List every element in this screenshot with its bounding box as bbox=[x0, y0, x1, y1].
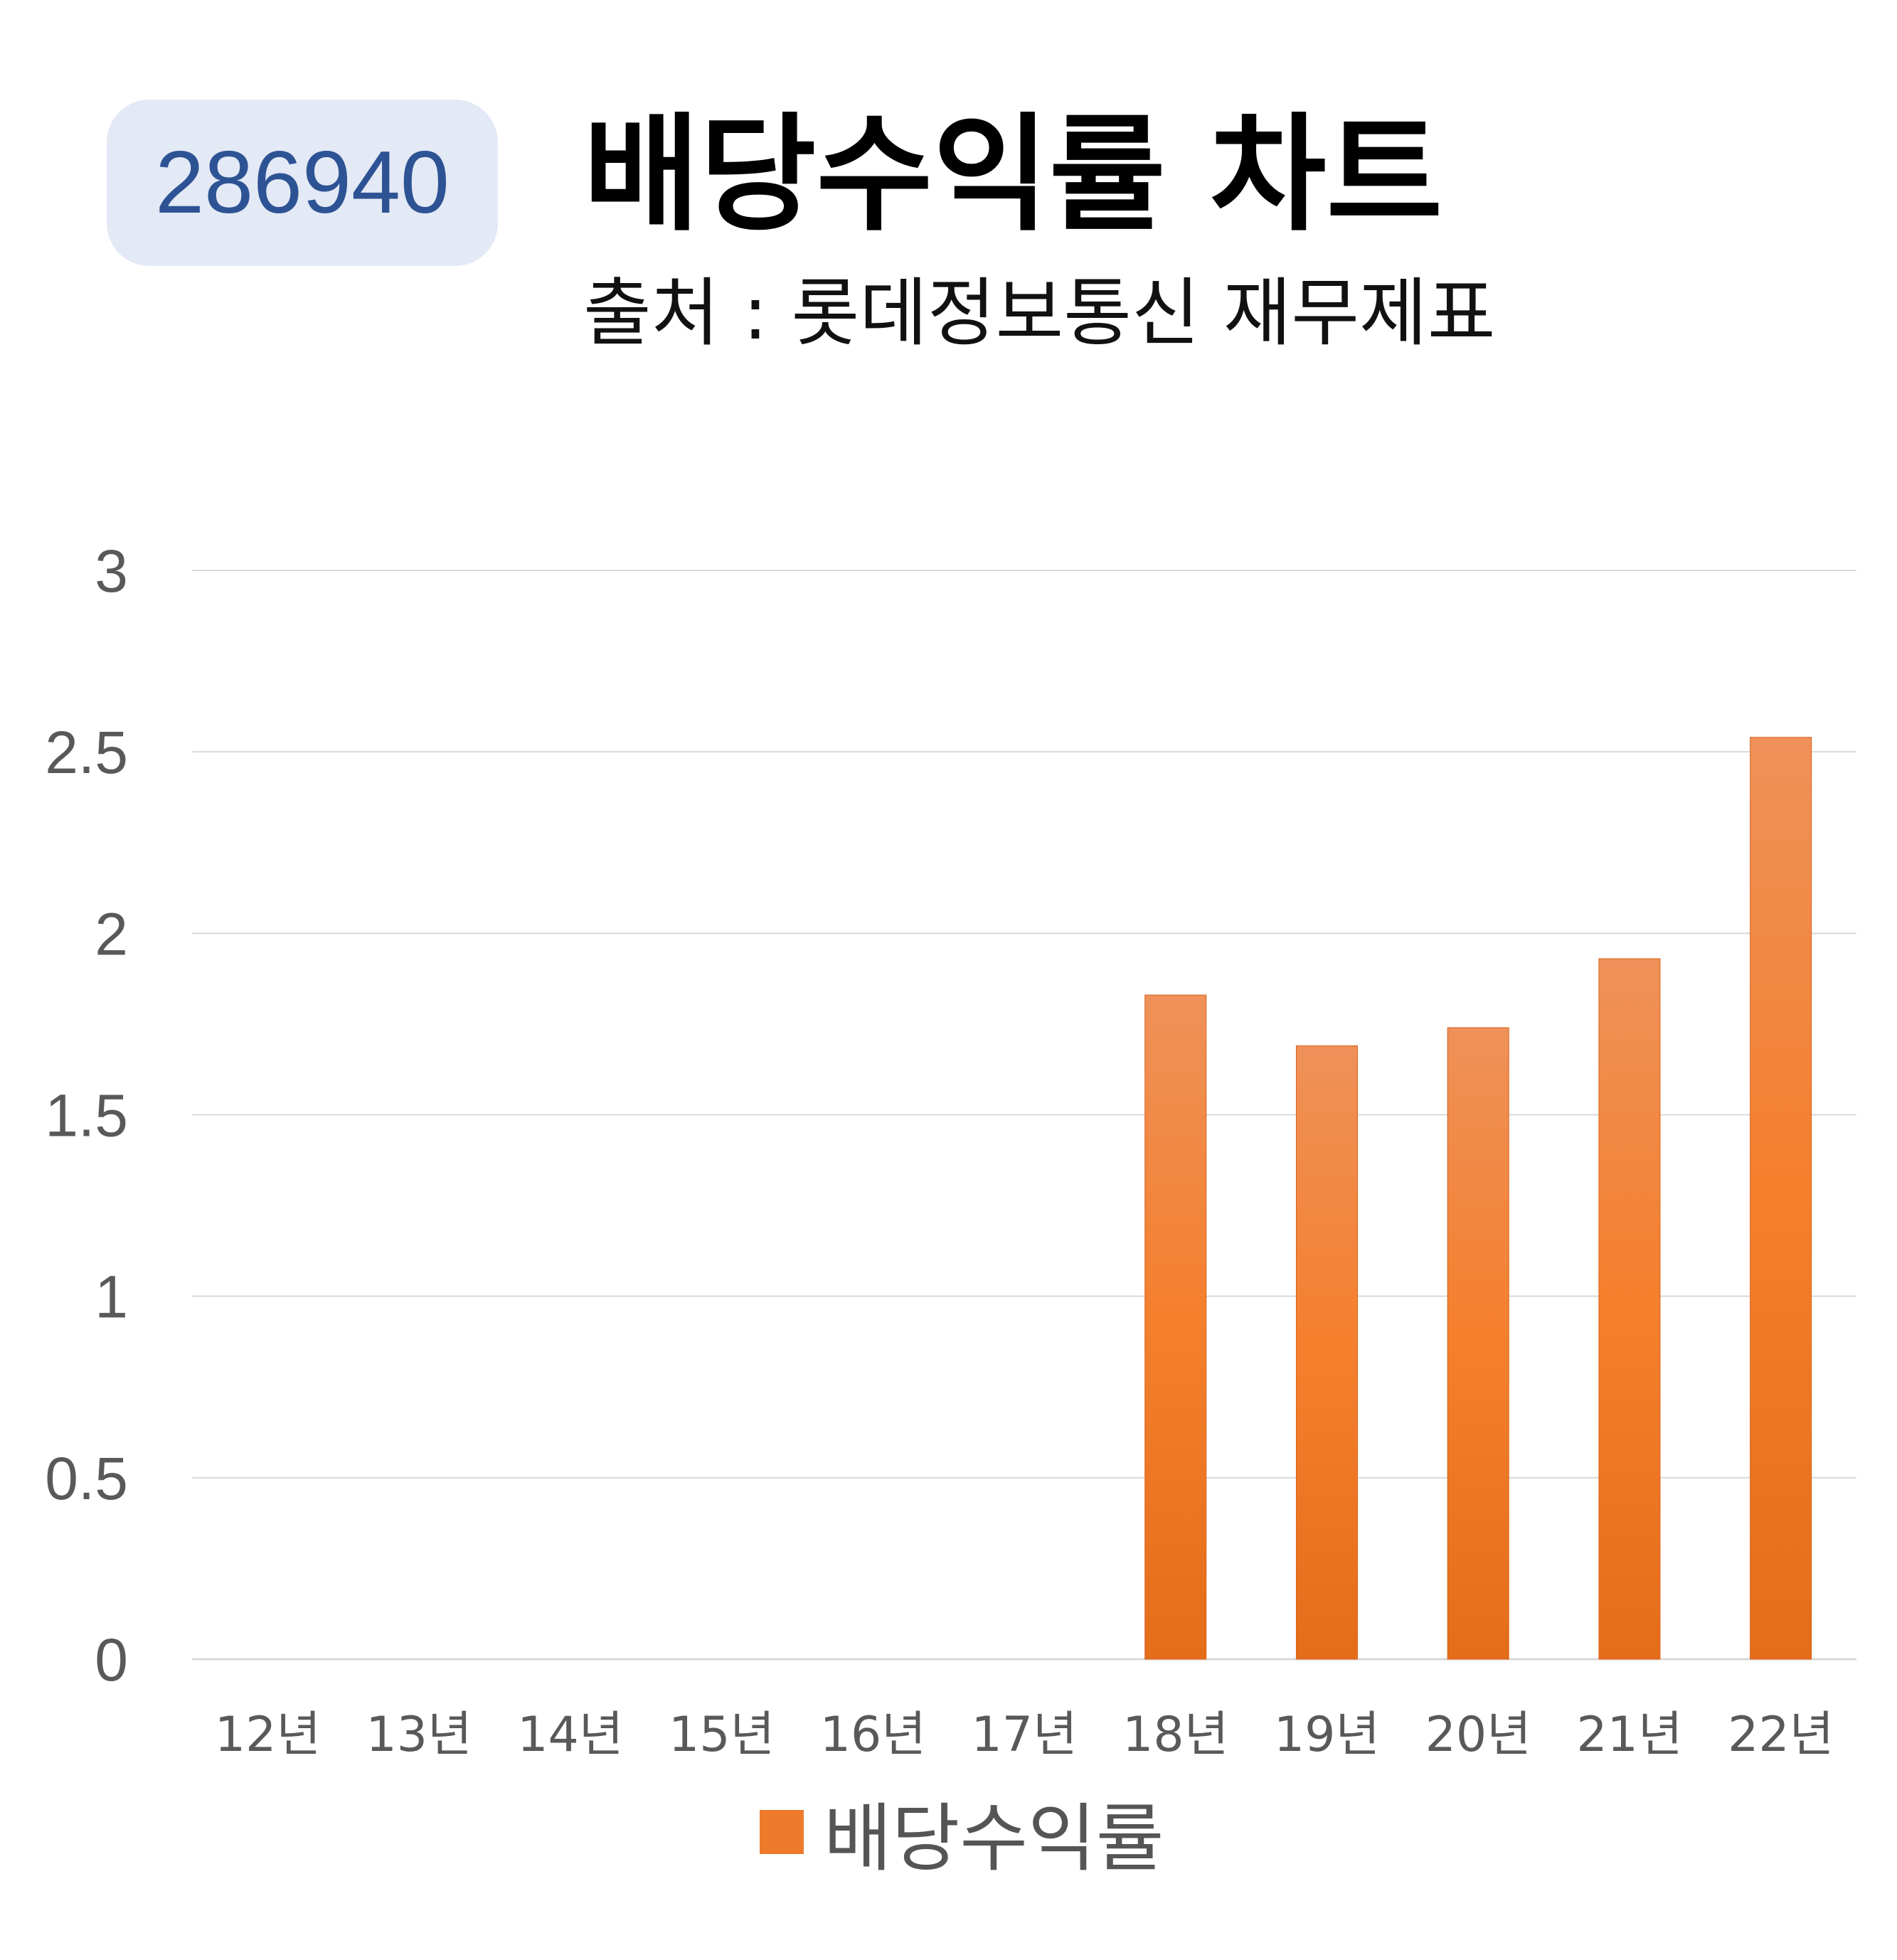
bar bbox=[1447, 1027, 1509, 1660]
bar bbox=[1295, 1045, 1358, 1660]
y-tick-label: 0 bbox=[95, 1626, 128, 1693]
x-axis-ticks: 12년 13년 14년 15년 16년 17년 18년 19년 20년 21년 22년 bbox=[215, 1707, 1834, 1763]
y-tick-label: 0.5 bbox=[45, 1445, 128, 1512]
stock-code-badge: 286940 bbox=[107, 100, 498, 266]
x-tick-label: 13년 bbox=[366, 1707, 472, 1763]
legend-swatch bbox=[760, 1809, 804, 1854]
y-tick-label: 3 bbox=[95, 538, 128, 604]
x-tick-label: 21년 bbox=[1576, 1707, 1682, 1763]
y-axis-ticks: 0 0.5 1 1.5 2 2.5 3 bbox=[45, 538, 128, 1693]
x-tick-label: 14년 bbox=[517, 1707, 623, 1763]
bar bbox=[1750, 737, 1812, 1660]
gridlines bbox=[192, 570, 1856, 1661]
y-tick-label: 2.5 bbox=[45, 719, 128, 786]
bar bbox=[1144, 994, 1207, 1660]
x-tick-label: 17년 bbox=[971, 1707, 1077, 1763]
x-tick-label: 18년 bbox=[1122, 1707, 1228, 1763]
chart-title: 배당수익률 차트 bbox=[583, 101, 1443, 248]
y-tick-label: 2 bbox=[95, 900, 128, 967]
y-tick-label: 1 bbox=[95, 1264, 128, 1331]
x-tick-label: 12년 bbox=[215, 1707, 321, 1763]
y-tick-label: 1.5 bbox=[45, 1082, 128, 1149]
x-tick-label: 22년 bbox=[1728, 1707, 1834, 1763]
chart-subtitle: 출처 : 롯데정보통신 재무제표 bbox=[583, 270, 1496, 356]
bars bbox=[1144, 737, 1812, 1660]
legend-label: 배당수익률 bbox=[824, 1795, 1164, 1882]
legend: 배당수익률 bbox=[760, 1778, 1164, 1885]
x-tick-label: 19년 bbox=[1274, 1707, 1380, 1763]
x-tick-label: 16년 bbox=[820, 1707, 926, 1763]
bar bbox=[1598, 958, 1661, 1660]
x-tick-label: 15년 bbox=[669, 1707, 775, 1763]
stock-code: 286940 bbox=[155, 134, 450, 232]
x-tick-label: 20년 bbox=[1425, 1707, 1531, 1763]
